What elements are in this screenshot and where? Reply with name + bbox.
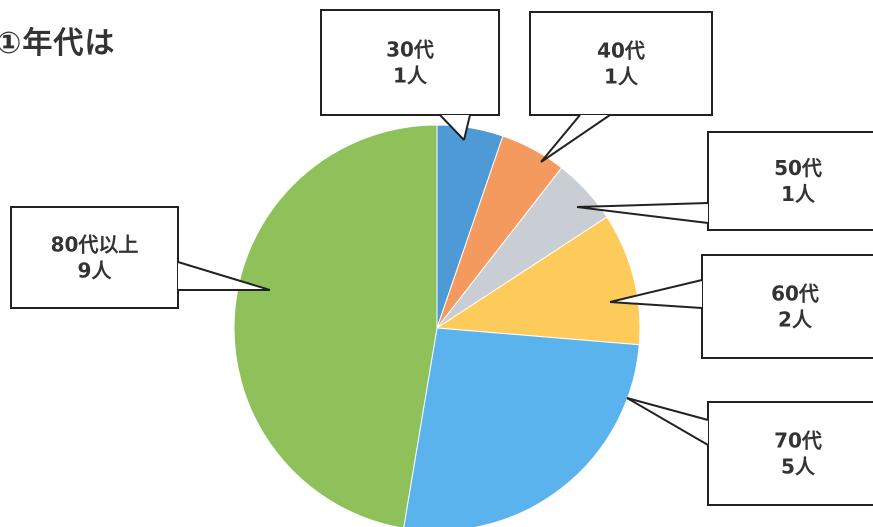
callout-category-label: 40代 xyxy=(597,39,645,63)
callout-pointer-edge xyxy=(540,114,611,163)
callout-pointer-edge xyxy=(177,261,271,291)
callout-pointer-edge xyxy=(626,397,709,446)
page-title: ①年代は xyxy=(0,26,116,61)
callout-count-label: 2人 xyxy=(778,308,813,332)
callout-box xyxy=(707,131,873,231)
callout-pointer-edge xyxy=(439,114,465,141)
callout-category-label: 70代 xyxy=(774,429,822,453)
pie-slice-6 xyxy=(233,124,438,527)
callout-category-label: 50代 xyxy=(774,156,822,180)
callout-count-label: 1人 xyxy=(604,65,639,89)
callout-pointer xyxy=(440,115,470,140)
callout-box xyxy=(10,206,179,309)
callout-category-label: 80代以上 xyxy=(51,233,139,257)
callout-pointer-edge xyxy=(626,397,709,421)
callout-pointer-edge xyxy=(540,114,581,163)
callout-box xyxy=(320,9,500,116)
callout-count-label: 1人 xyxy=(781,182,816,206)
callout-pointer-edge xyxy=(576,202,709,208)
pie-slices xyxy=(233,124,641,527)
callout-pointer-edge xyxy=(576,206,709,224)
callout-category-label: 60代 xyxy=(771,282,819,306)
callout-count-label: 9人 xyxy=(78,259,113,283)
callout-count-label: 5人 xyxy=(781,455,816,479)
pie-slice-5 xyxy=(403,327,640,527)
callout-pointer-edge xyxy=(609,301,703,309)
callout-count-label: 1人 xyxy=(393,64,428,88)
callout-box xyxy=(701,254,873,359)
callout-pointer-edge xyxy=(609,279,703,303)
callout-pointer xyxy=(610,280,702,308)
callout-box xyxy=(529,11,713,116)
callout-box xyxy=(707,401,873,506)
pie-slice-4 xyxy=(435,216,641,346)
callout-category-label: 30代 xyxy=(386,38,434,62)
callout-pointer-edge xyxy=(463,114,471,141)
